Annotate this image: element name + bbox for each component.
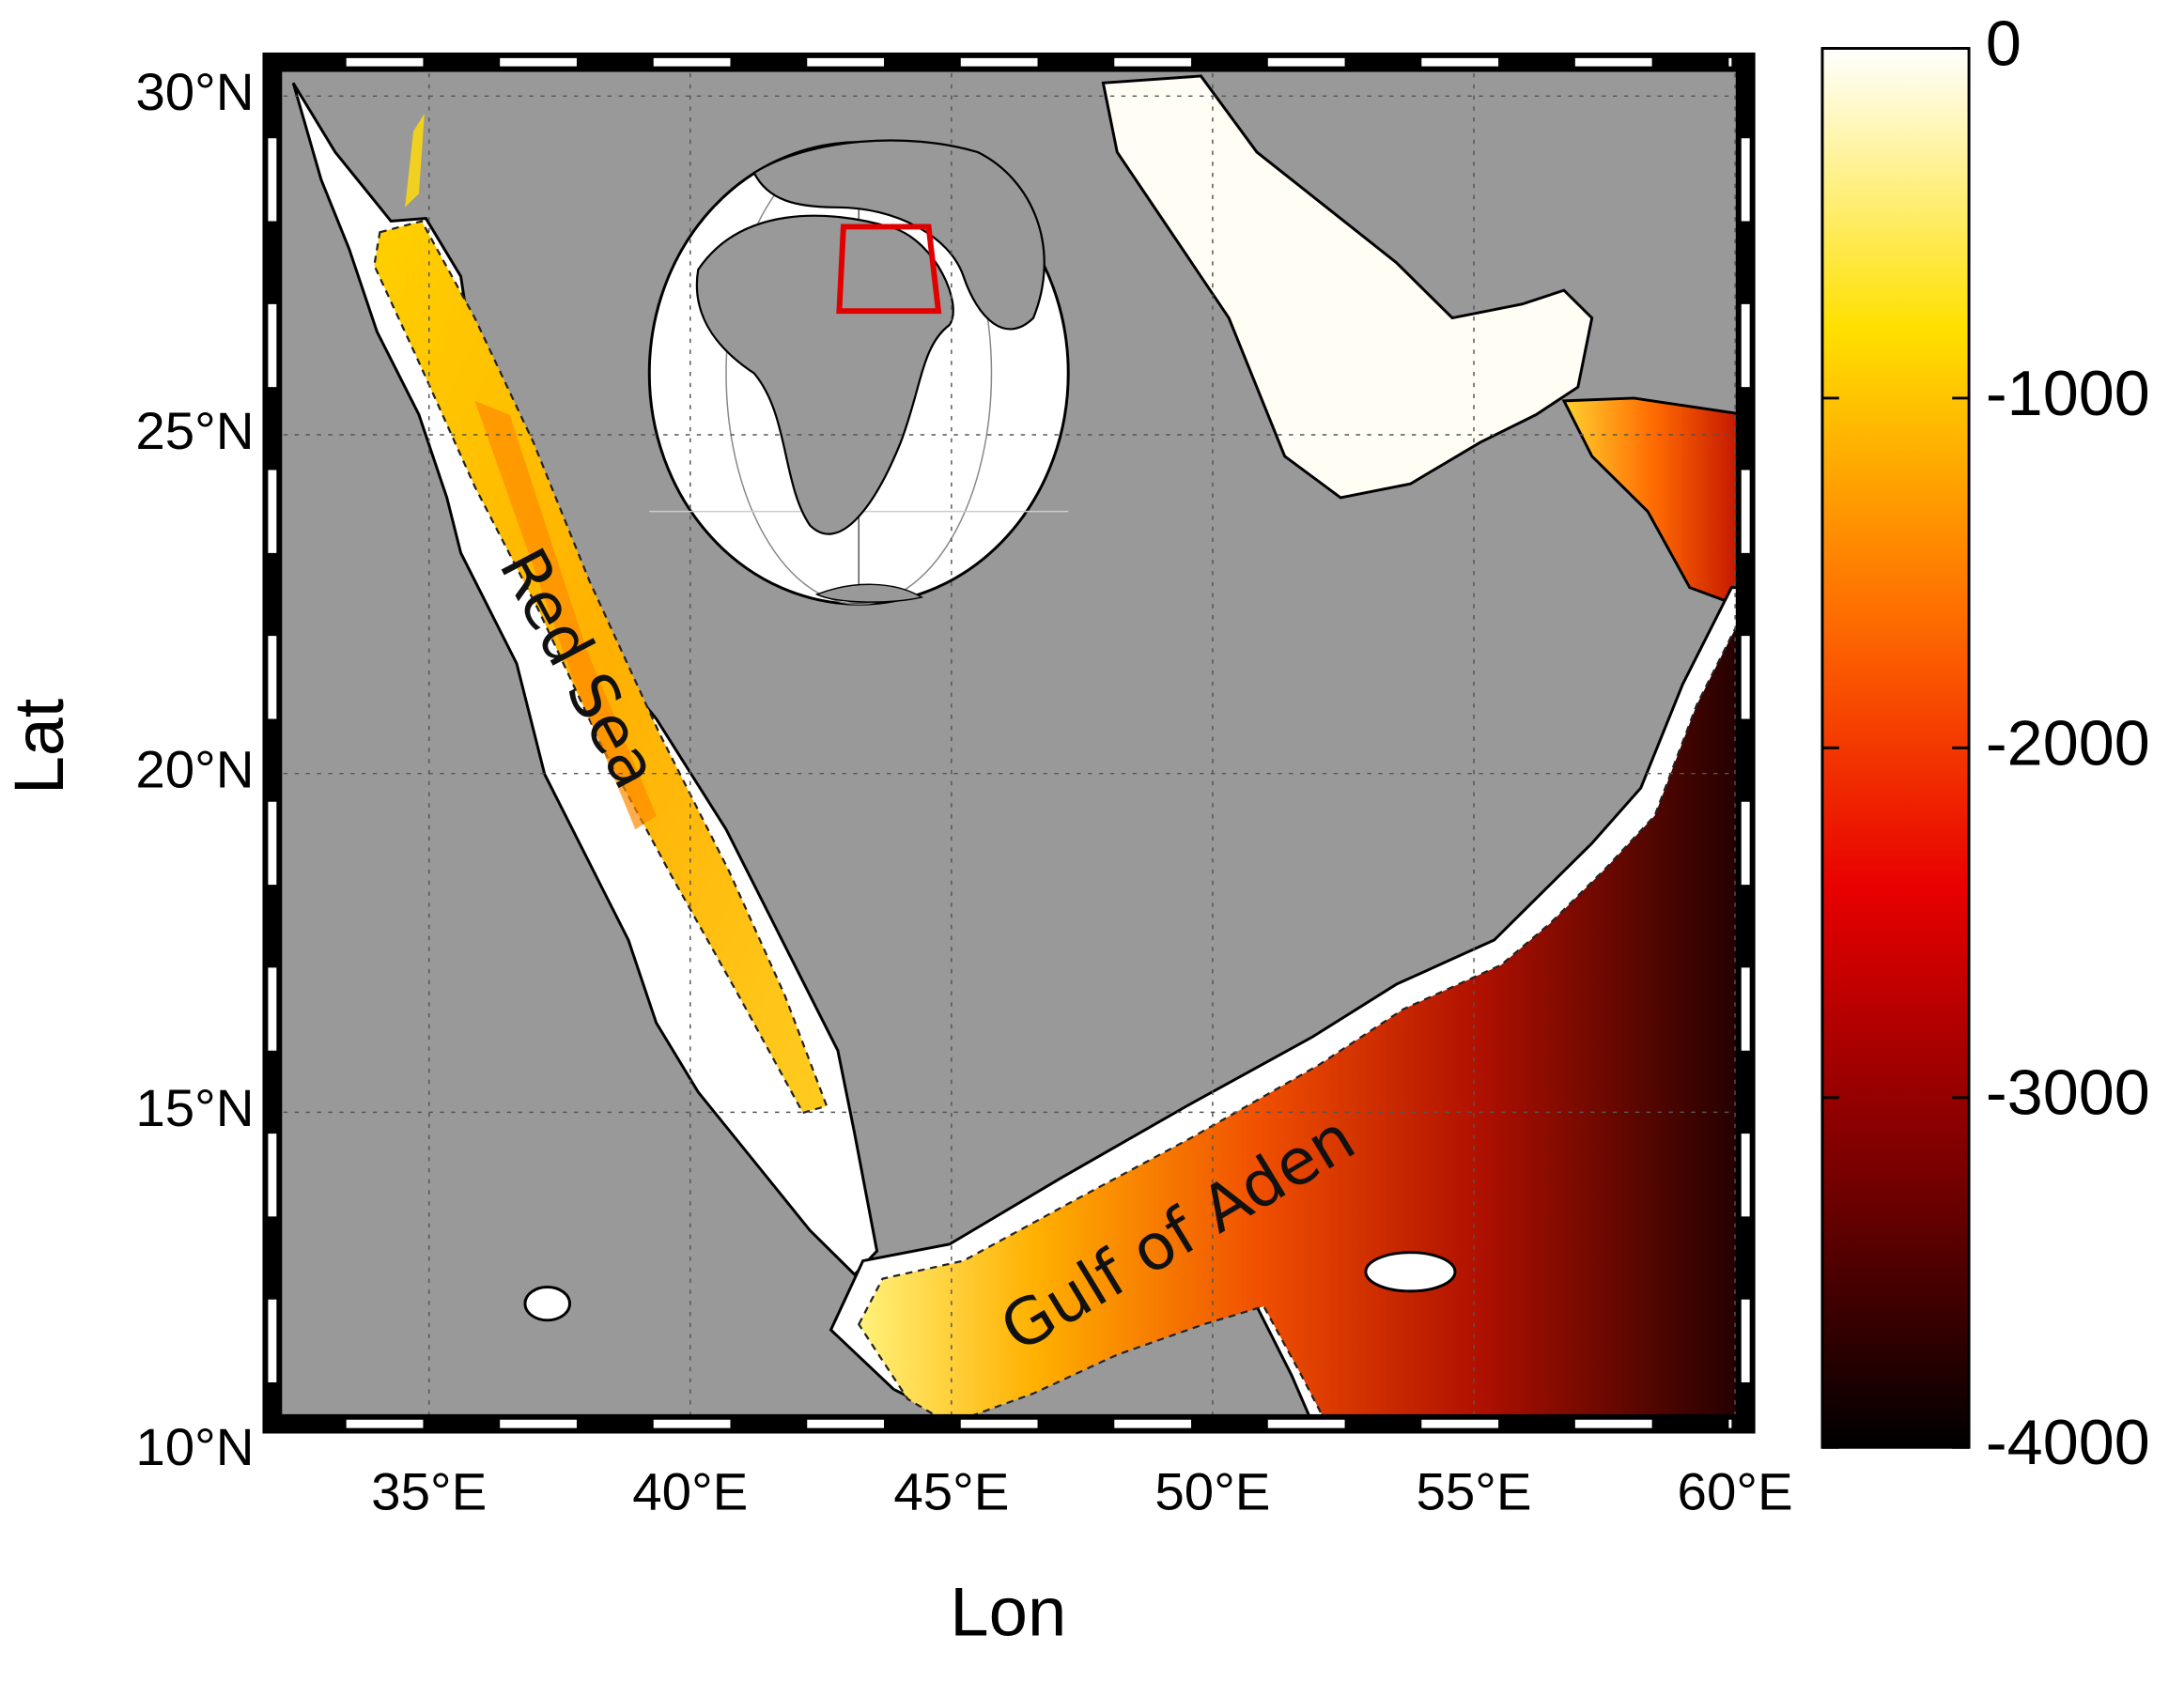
y-tick-label: 30°N xyxy=(135,62,254,121)
frame-segments xyxy=(268,57,1750,1428)
globe-inset xyxy=(647,139,1070,606)
socotra xyxy=(1364,1251,1457,1293)
sea-layers xyxy=(291,74,1746,1425)
island xyxy=(523,1285,572,1322)
red-sea-deep xyxy=(373,220,829,1115)
colorbar-tick-label: -4000 xyxy=(1986,1407,2150,1478)
y-tick-label: 10°N xyxy=(135,1417,254,1476)
colorbar xyxy=(1820,47,1971,1449)
x-tick-label: 40°E xyxy=(632,1462,748,1521)
y-tick-label: 20°N xyxy=(135,740,254,799)
x-tick-label: 35°E xyxy=(371,1462,487,1521)
colorbar-tick-label: -1000 xyxy=(1986,358,2150,429)
red-sea-axis xyxy=(474,400,657,830)
x-tick-label: 60°E xyxy=(1678,1462,1793,1521)
persian-gulf xyxy=(1101,74,1594,500)
y-axis-label: Lat xyxy=(0,699,78,794)
x-tick-label: 45°E xyxy=(893,1462,1009,1521)
gulf-of-aden-deep xyxy=(857,608,1746,1425)
colorbar-tick-label: -3000 xyxy=(1986,1057,2150,1129)
x-axis-label: Lon xyxy=(950,1573,1066,1651)
y-tick-label: 15°N xyxy=(135,1078,254,1137)
x-tick-label: 55°E xyxy=(1416,1462,1531,1521)
y-tick-label: 25°N xyxy=(135,401,254,460)
colorbar-tick-label: -2000 xyxy=(1986,708,2150,779)
x-tick-label: 50°E xyxy=(1154,1462,1270,1521)
colorbar-tick-label: 0 xyxy=(1986,8,2021,80)
gulf-of-oman xyxy=(1561,396,1746,610)
gulf-of-aqaba xyxy=(405,113,425,208)
